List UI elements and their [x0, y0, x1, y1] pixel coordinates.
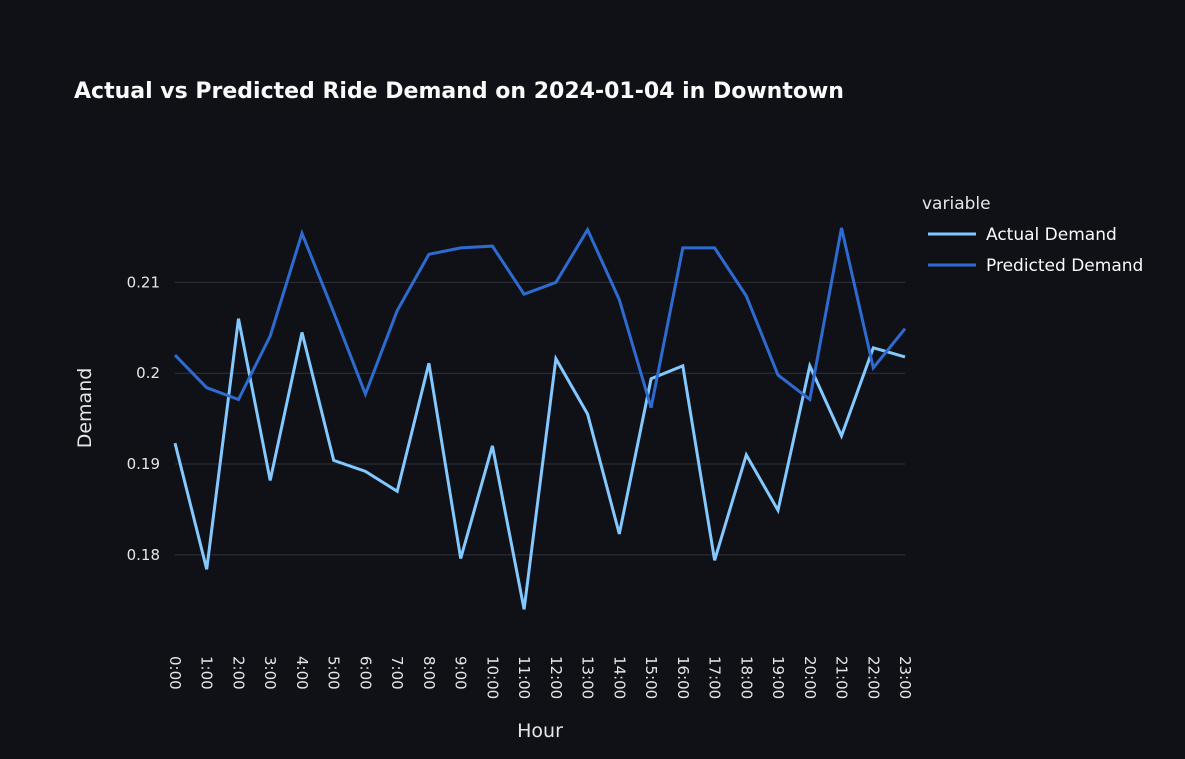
- legend-label: Predicted Demand: [986, 256, 1143, 276]
- y-tick-label: 0.19: [127, 455, 160, 473]
- x-tick-label: 8:00: [420, 656, 438, 690]
- x-tick-label: 9:00: [452, 656, 470, 690]
- x-tick-label: 11:00: [515, 656, 533, 699]
- legend-item-actual-demand[interactable]: Actual Demand: [928, 225, 1117, 245]
- x-tick-label: 19:00: [769, 656, 787, 699]
- x-tick-label: 1:00: [198, 656, 216, 690]
- x-tick-label: 10:00: [483, 656, 501, 699]
- x-tick-label: 2:00: [229, 656, 247, 690]
- gridlines: [175, 281, 905, 556]
- x-tick-label: 6:00: [356, 656, 374, 690]
- x-tick-label: 3:00: [261, 656, 279, 690]
- x-tick-label: 4:00: [293, 656, 311, 690]
- y-tick-label: 0.2: [136, 364, 160, 382]
- legend-label: Actual Demand: [986, 225, 1117, 245]
- x-tick-label: 13:00: [579, 656, 597, 699]
- y-axis-ticks: 0.18 0.19 0.2 0.21: [127, 273, 160, 563]
- x-tick-label: 18:00: [737, 656, 755, 699]
- y-tick-label: 0.18: [127, 546, 160, 564]
- x-axis-ticks: 0:00 1:00 2:00 3:00 4:00 5:00 6:00 7:00 8:00 9:00…: [166, 656, 914, 699]
- x-tick-label: 20:00: [801, 656, 819, 699]
- legend-item-predicted-demand[interactable]: Predicted Demand: [928, 256, 1143, 276]
- x-tick-label: 17:00: [706, 656, 724, 699]
- y-axis-label: Demand: [74, 368, 96, 449]
- x-tick-label: 22:00: [864, 656, 882, 699]
- x-tick-label: 7:00: [388, 656, 406, 690]
- x-tick-label: 23:00: [896, 656, 914, 699]
- legend-title: variable: [922, 194, 991, 214]
- x-tick-label: 5:00: [325, 656, 343, 690]
- x-tick-label: 21:00: [833, 656, 851, 699]
- series-line-actual-demand[interactable]: [173, 318, 906, 610]
- legend[interactable]: variable Actual Demand Predicted Demand: [922, 194, 1143, 276]
- series-lines: [173, 226, 907, 610]
- series-line-predicted-demand[interactable]: [173, 226, 907, 409]
- x-tick-label: 15:00: [642, 656, 660, 699]
- x-axis-label: Hour: [517, 720, 563, 742]
- x-tick-label: 0:00: [166, 656, 184, 690]
- y-tick-label: 0.21: [127, 273, 160, 291]
- x-tick-label: 14:00: [610, 656, 628, 699]
- chart-title: Actual vs Predicted Ride Demand on 2024-…: [74, 79, 844, 104]
- x-tick-label: 12:00: [547, 656, 565, 699]
- x-tick-label: 16:00: [674, 656, 692, 699]
